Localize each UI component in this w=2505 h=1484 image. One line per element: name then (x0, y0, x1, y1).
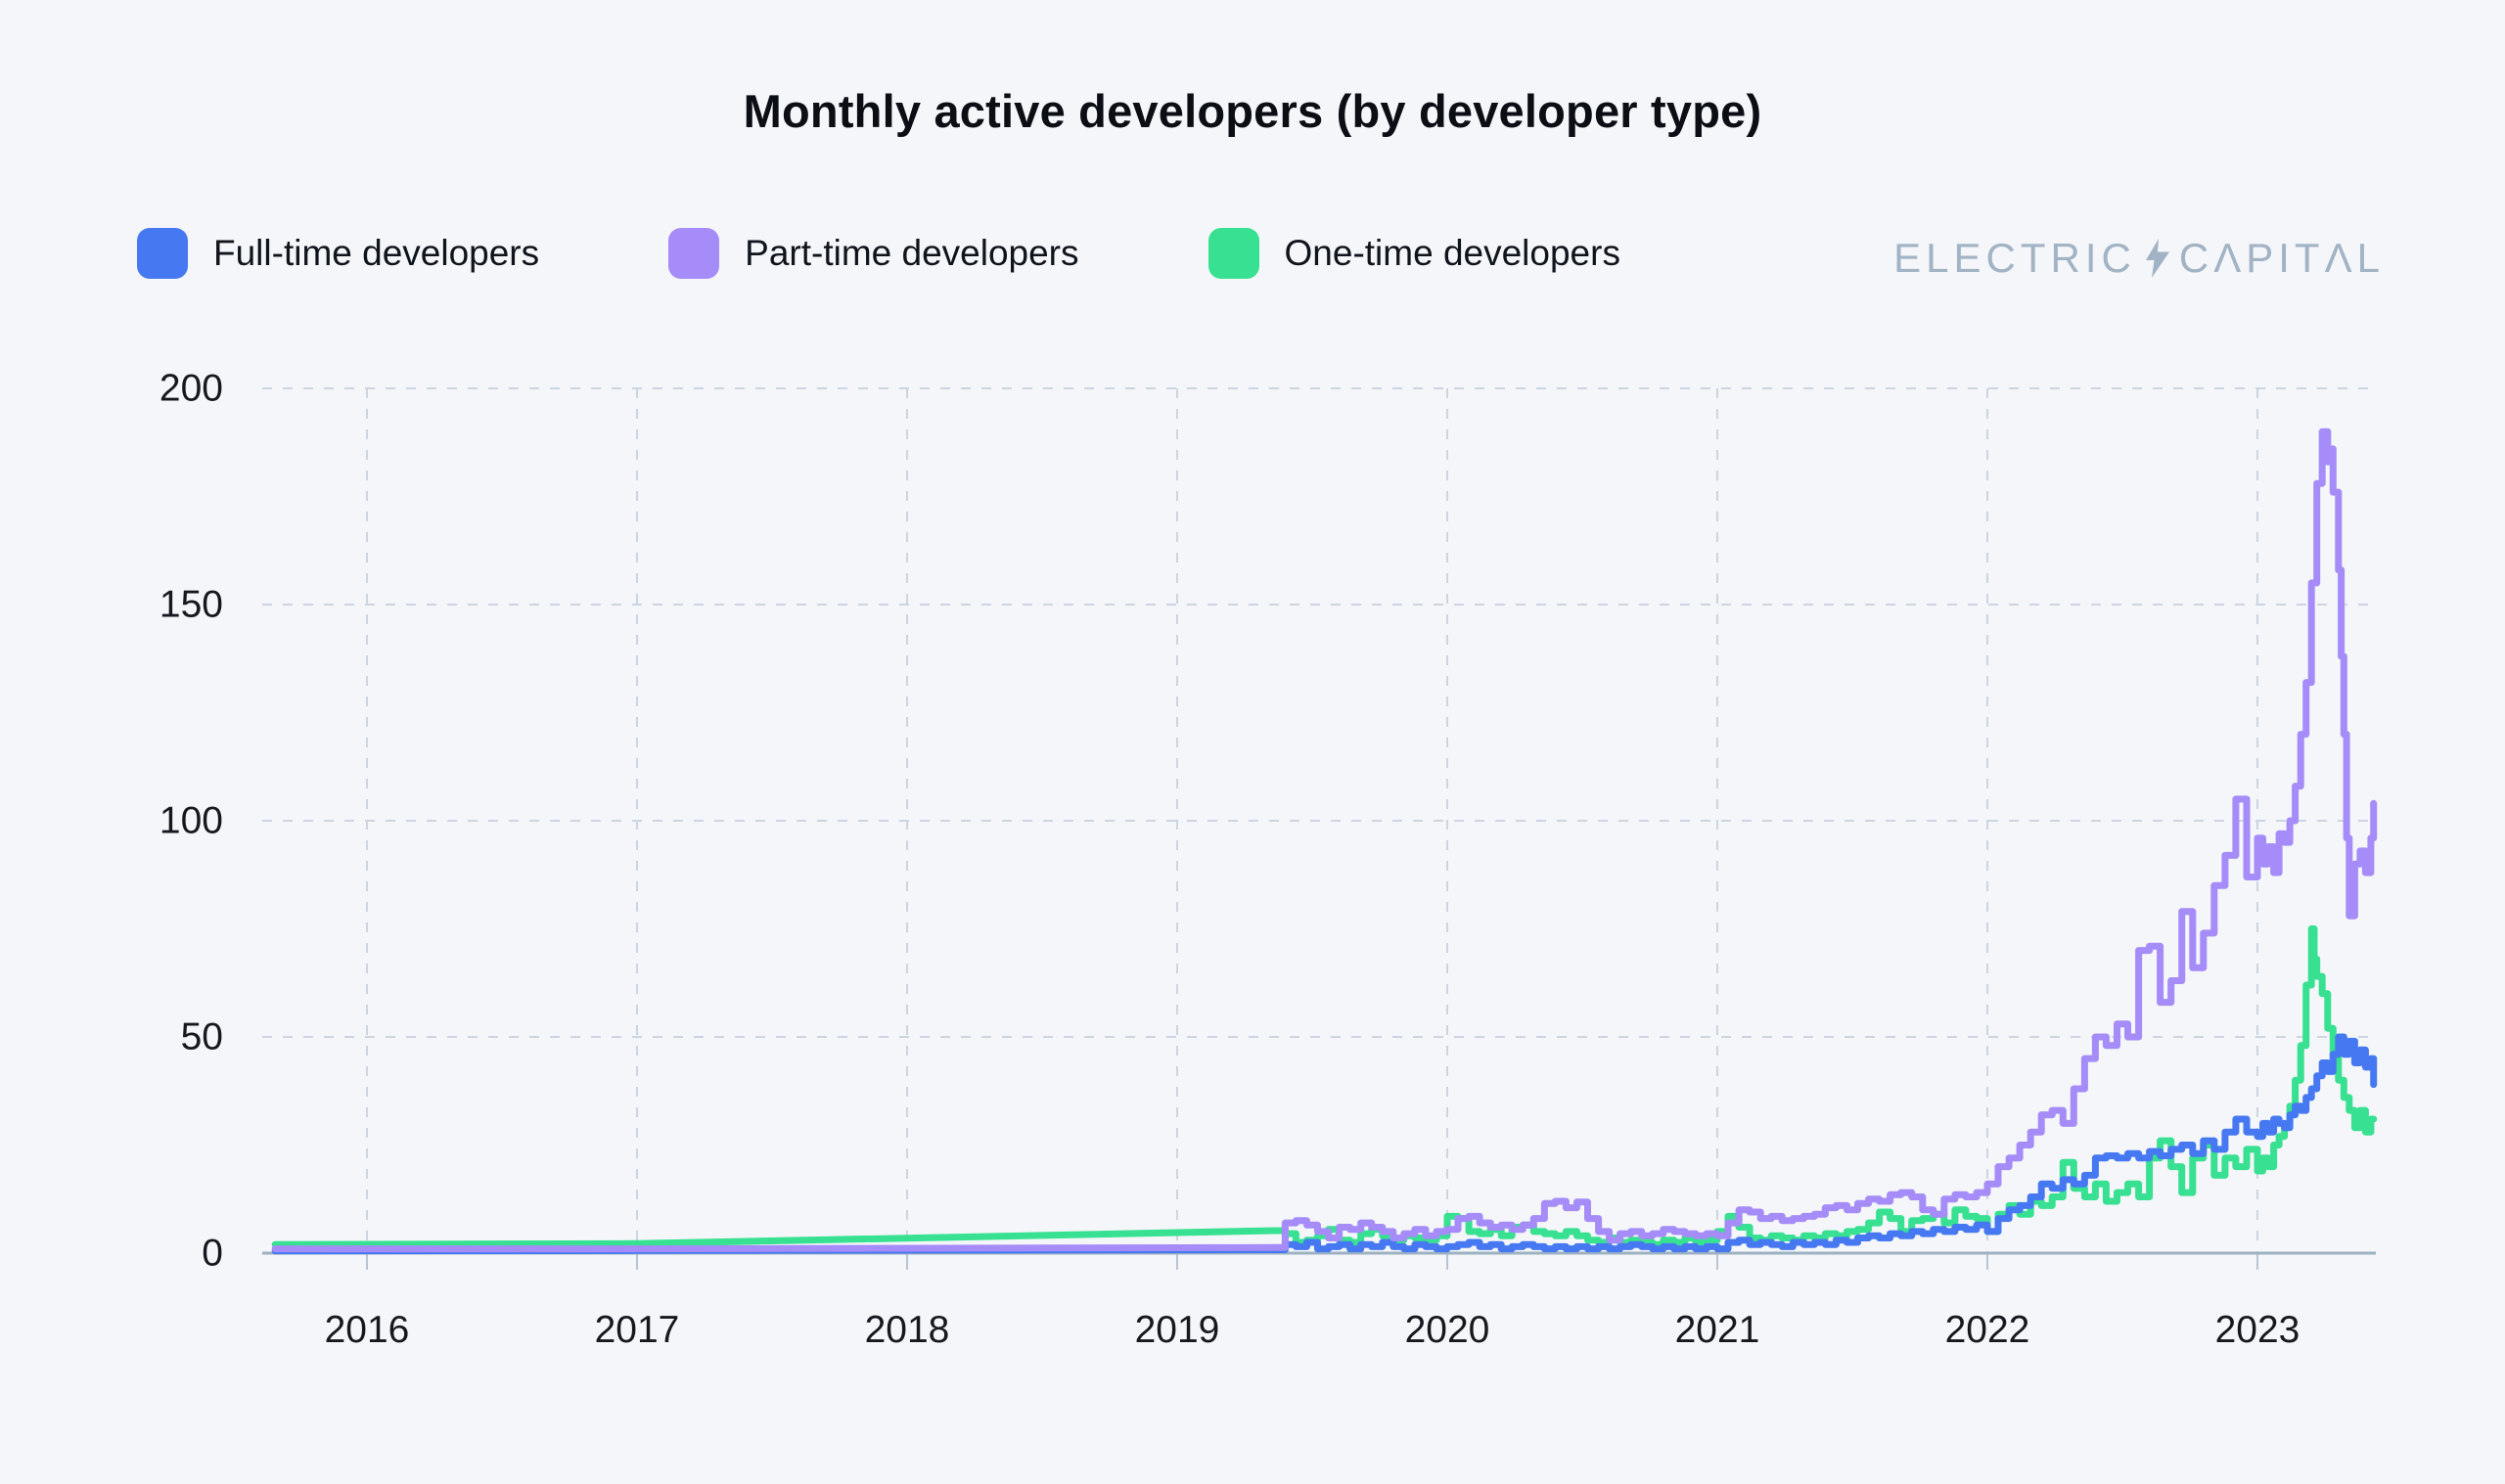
x-tick-label: 2022 (1945, 1309, 2030, 1351)
page-title: Monthly active developers (by developer … (743, 85, 1762, 137)
legend-label: One-time developers (1284, 233, 1620, 273)
x-tick-label: 2023 (2215, 1309, 2300, 1351)
x-tick-label: 2021 (1675, 1309, 1760, 1351)
brand-text-right: CΛPITΛL (2178, 235, 2385, 281)
series-part-time-developers (271, 427, 2378, 1253)
legend-item-one-time: One-time developers (1207, 228, 1620, 279)
electric-capital-logo: ELECTRIC CΛPITΛL (1893, 235, 2385, 282)
part-time-swatch-icon (668, 228, 720, 279)
series-one-time-developers (271, 925, 2378, 1248)
legend-label: Part-time developers (745, 233, 1079, 273)
legend-item-full-time: Full-time developers (137, 228, 539, 279)
x-tick-label: 2019 (1135, 1309, 1220, 1351)
y-tick-label: 50 (181, 1016, 223, 1058)
full-time-swatch-icon (137, 228, 188, 279)
x-tick-label: 2017 (595, 1309, 680, 1351)
x-tick-label: 2016 (325, 1309, 410, 1351)
brand-text-left: ELECTRIC (1893, 235, 2136, 281)
lightning-bolt-icon (2145, 239, 2169, 278)
legend-label: Full-time developers (213, 233, 540, 273)
x-tick-label: 2020 (1405, 1309, 1490, 1351)
x-tick-label: 2018 (865, 1309, 950, 1351)
y-tick-label: 150 (159, 584, 223, 626)
legend-item-part-time: Part-time developers (668, 228, 1079, 279)
y-tick-label: 200 (159, 368, 223, 410)
y-tick-label: 0 (202, 1233, 223, 1275)
series-full-time-developers (271, 1033, 2378, 1255)
legend: Full-time developers Part-time developer… (137, 228, 1620, 279)
y-tick-label: 100 (159, 800, 223, 842)
one-time-swatch-icon (1207, 228, 1259, 279)
